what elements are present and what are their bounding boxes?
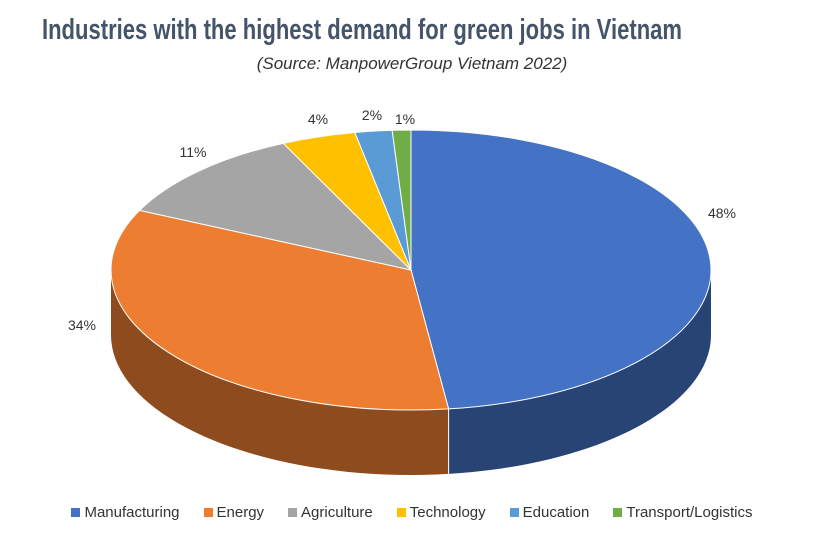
slice-energy <box>110 209 450 411</box>
data-label: 1% <box>395 111 415 127</box>
slice-manufacturing <box>410 129 712 410</box>
data-label: 4% <box>308 111 328 127</box>
legend-item: Agriculture <box>288 504 373 521</box>
slice-transport-logistics <box>391 129 412 271</box>
legend-label: Manufacturing <box>84 504 180 521</box>
legend-item: Manufacturing <box>71 504 180 521</box>
slice-side-0 <box>448 270 711 474</box>
chart-subtitle: (Source: ManpowerGroup Vietnam 2022) <box>256 54 568 73</box>
legend-swatch <box>203 508 213 517</box>
legend-item: Education <box>509 504 590 521</box>
legend-swatch <box>396 508 406 517</box>
legend-swatch <box>613 508 623 517</box>
legend-label: Technology <box>409 504 486 521</box>
data-label: 2% <box>362 107 382 123</box>
legend-label: Education <box>522 504 590 521</box>
legend-swatch <box>509 508 519 517</box>
data-label: 48% <box>708 205 736 221</box>
data-label: 34% <box>68 317 96 333</box>
legend-item: Transport/Logistics <box>613 504 753 521</box>
legend-swatch <box>71 508 81 517</box>
legend-label: Energy <box>216 504 265 521</box>
slice-agriculture <box>138 142 413 271</box>
data-label: 11% <box>180 144 207 160</box>
legend-swatch <box>288 508 298 517</box>
legend-label: Transport/Logistics <box>626 504 753 521</box>
legend-item: Technology <box>396 504 486 521</box>
chart-title: Industries with the highest demand for g… <box>41 14 683 46</box>
legend-label: Agriculture <box>301 504 373 521</box>
slice-side-1 <box>111 270 449 475</box>
legend-item: Energy <box>203 504 265 521</box>
legend: Manufacturing Energy Agriculture Technology… <box>0 504 824 521</box>
